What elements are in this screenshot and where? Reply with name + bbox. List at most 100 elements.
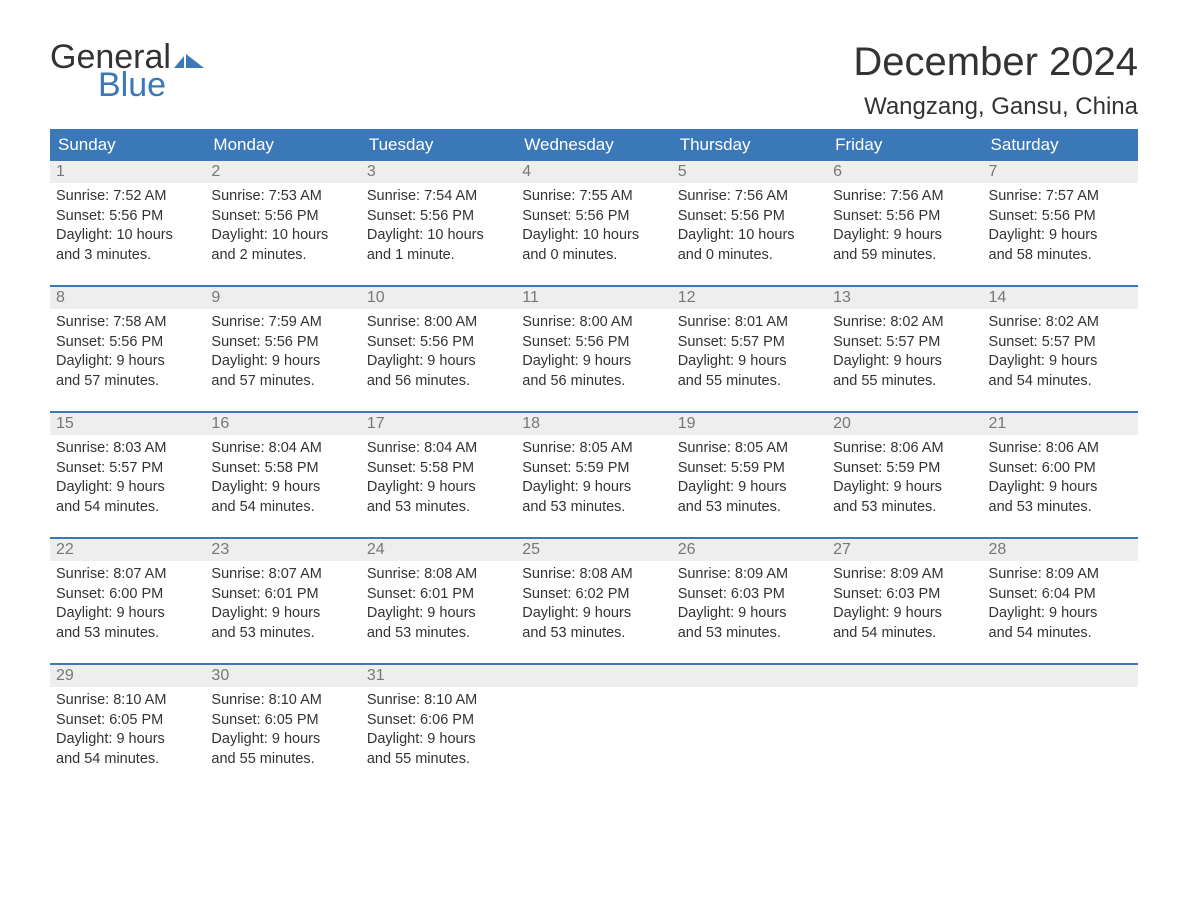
sunrise-text: Sunrise: 8:05 AM [522, 439, 665, 459]
sunset-text: Sunset: 6:01 PM [211, 585, 354, 605]
daylight-text: and 55 minutes. [678, 372, 821, 392]
sunset-text: Sunset: 5:57 PM [989, 333, 1132, 353]
daylight-text: and 59 minutes. [833, 246, 976, 266]
day-header-wed: Wednesday [516, 129, 671, 161]
day-body: Sunrise: 8:04 AMSunset: 5:58 PMDaylight:… [361, 435, 516, 521]
sunrise-text: Sunrise: 7:55 AM [522, 187, 665, 207]
week-row: 22Sunrise: 8:07 AMSunset: 6:00 PMDayligh… [50, 537, 1138, 649]
empty-day-number [516, 665, 671, 687]
day-cell: 26Sunrise: 8:09 AMSunset: 6:03 PMDayligh… [672, 539, 827, 649]
daylight-text: Daylight: 9 hours [833, 478, 976, 498]
day-number: 2 [205, 161, 360, 183]
day-body: Sunrise: 8:08 AMSunset: 6:01 PMDaylight:… [361, 561, 516, 647]
day-cell: 14Sunrise: 8:02 AMSunset: 5:57 PMDayligh… [983, 287, 1138, 397]
day-number: 11 [516, 287, 671, 309]
day-cell: 23Sunrise: 8:07 AMSunset: 6:01 PMDayligh… [205, 539, 360, 649]
day-body: Sunrise: 8:04 AMSunset: 5:58 PMDaylight:… [205, 435, 360, 521]
sunset-text: Sunset: 5:56 PM [56, 207, 199, 227]
sunrise-text: Sunrise: 8:07 AM [211, 565, 354, 585]
day-cell: 10Sunrise: 8:00 AMSunset: 5:56 PMDayligh… [361, 287, 516, 397]
daylight-text: and 54 minutes. [211, 498, 354, 518]
sunset-text: Sunset: 5:57 PM [56, 459, 199, 479]
day-number: 30 [205, 665, 360, 687]
daylight-text: Daylight: 10 hours [367, 226, 510, 246]
sunrise-text: Sunrise: 8:04 AM [367, 439, 510, 459]
daylight-text: Daylight: 10 hours [211, 226, 354, 246]
daylight-text: Daylight: 9 hours [833, 604, 976, 624]
day-header-mon: Monday [205, 129, 360, 161]
daylight-text: and 53 minutes. [678, 498, 821, 518]
daylight-text: and 55 minutes. [211, 750, 354, 770]
day-cell: 2Sunrise: 7:53 AMSunset: 5:56 PMDaylight… [205, 161, 360, 271]
location-text: Wangzang, Gansu, China [853, 93, 1138, 121]
day-cell: 29Sunrise: 8:10 AMSunset: 6:05 PMDayligh… [50, 665, 205, 775]
logo: General Blue [50, 40, 204, 102]
daylight-text: and 53 minutes. [833, 498, 976, 518]
daylight-text: Daylight: 9 hours [678, 604, 821, 624]
daylight-text: and 57 minutes. [56, 372, 199, 392]
sunset-text: Sunset: 6:00 PM [989, 459, 1132, 479]
sunrise-text: Sunrise: 7:57 AM [989, 187, 1132, 207]
day-body: Sunrise: 8:10 AMSunset: 6:06 PMDaylight:… [361, 687, 516, 773]
sunset-text: Sunset: 5:59 PM [833, 459, 976, 479]
day-number: 16 [205, 413, 360, 435]
sunset-text: Sunset: 6:00 PM [56, 585, 199, 605]
sunrise-text: Sunrise: 8:02 AM [989, 313, 1132, 333]
daylight-text: and 2 minutes. [211, 246, 354, 266]
day-number: 22 [50, 539, 205, 561]
sunrise-text: Sunrise: 7:52 AM [56, 187, 199, 207]
daylight-text: Daylight: 9 hours [211, 478, 354, 498]
day-body: Sunrise: 8:05 AMSunset: 5:59 PMDaylight:… [516, 435, 671, 521]
day-body: Sunrise: 8:00 AMSunset: 5:56 PMDaylight:… [516, 309, 671, 395]
day-body: Sunrise: 8:10 AMSunset: 6:05 PMDaylight:… [205, 687, 360, 773]
sunset-text: Sunset: 5:57 PM [833, 333, 976, 353]
day-body: Sunrise: 8:10 AMSunset: 6:05 PMDaylight:… [50, 687, 205, 773]
sunset-text: Sunset: 5:56 PM [367, 333, 510, 353]
day-number: 17 [361, 413, 516, 435]
day-body: Sunrise: 7:56 AMSunset: 5:56 PMDaylight:… [827, 183, 982, 269]
day-cell: 15Sunrise: 8:03 AMSunset: 5:57 PMDayligh… [50, 413, 205, 523]
day-number: 1 [50, 161, 205, 183]
day-number: 27 [827, 539, 982, 561]
day-cell: 21Sunrise: 8:06 AMSunset: 6:00 PMDayligh… [983, 413, 1138, 523]
week-row: 29Sunrise: 8:10 AMSunset: 6:05 PMDayligh… [50, 663, 1138, 775]
month-title: December 2024 [853, 40, 1138, 85]
day-cell: 25Sunrise: 8:08 AMSunset: 6:02 PMDayligh… [516, 539, 671, 649]
day-body: Sunrise: 8:09 AMSunset: 6:03 PMDaylight:… [672, 561, 827, 647]
day-cell: 6Sunrise: 7:56 AMSunset: 5:56 PMDaylight… [827, 161, 982, 271]
day-number: 4 [516, 161, 671, 183]
daylight-text: and 53 minutes. [989, 498, 1132, 518]
sunrise-text: Sunrise: 8:00 AM [522, 313, 665, 333]
sunset-text: Sunset: 5:56 PM [522, 333, 665, 353]
sunset-text: Sunset: 6:04 PM [989, 585, 1132, 605]
day-cell: 5Sunrise: 7:56 AMSunset: 5:56 PMDaylight… [672, 161, 827, 271]
daylight-text: and 58 minutes. [989, 246, 1132, 266]
day-number: 12 [672, 287, 827, 309]
daylight-text: and 53 minutes. [367, 624, 510, 644]
sunset-text: Sunset: 6:03 PM [678, 585, 821, 605]
day-cell: 8Sunrise: 7:58 AMSunset: 5:56 PMDaylight… [50, 287, 205, 397]
daylight-text: Daylight: 10 hours [522, 226, 665, 246]
day-body: Sunrise: 8:07 AMSunset: 6:00 PMDaylight:… [50, 561, 205, 647]
day-cell [827, 665, 982, 775]
day-body: Sunrise: 8:09 AMSunset: 6:03 PMDaylight:… [827, 561, 982, 647]
day-number: 5 [672, 161, 827, 183]
sunrise-text: Sunrise: 8:10 AM [211, 691, 354, 711]
page-header: General Blue December 2024 Wangzang, Gan… [50, 40, 1138, 121]
calendar: Sunday Monday Tuesday Wednesday Thursday… [50, 129, 1138, 775]
daylight-text: and 0 minutes. [522, 246, 665, 266]
sunset-text: Sunset: 5:58 PM [211, 459, 354, 479]
day-body: Sunrise: 8:03 AMSunset: 5:57 PMDaylight:… [50, 435, 205, 521]
daylight-text: Daylight: 9 hours [678, 352, 821, 372]
daylight-text: Daylight: 10 hours [56, 226, 199, 246]
daylight-text: and 53 minutes. [522, 498, 665, 518]
sunrise-text: Sunrise: 8:05 AM [678, 439, 821, 459]
day-header-sun: Sunday [50, 129, 205, 161]
sunset-text: Sunset: 5:56 PM [211, 207, 354, 227]
day-cell: 19Sunrise: 8:05 AMSunset: 5:59 PMDayligh… [672, 413, 827, 523]
sunset-text: Sunset: 6:05 PM [56, 711, 199, 731]
sunrise-text: Sunrise: 8:09 AM [678, 565, 821, 585]
week-row: 8Sunrise: 7:58 AMSunset: 5:56 PMDaylight… [50, 285, 1138, 397]
day-body: Sunrise: 7:55 AMSunset: 5:56 PMDaylight:… [516, 183, 671, 269]
day-cell [516, 665, 671, 775]
